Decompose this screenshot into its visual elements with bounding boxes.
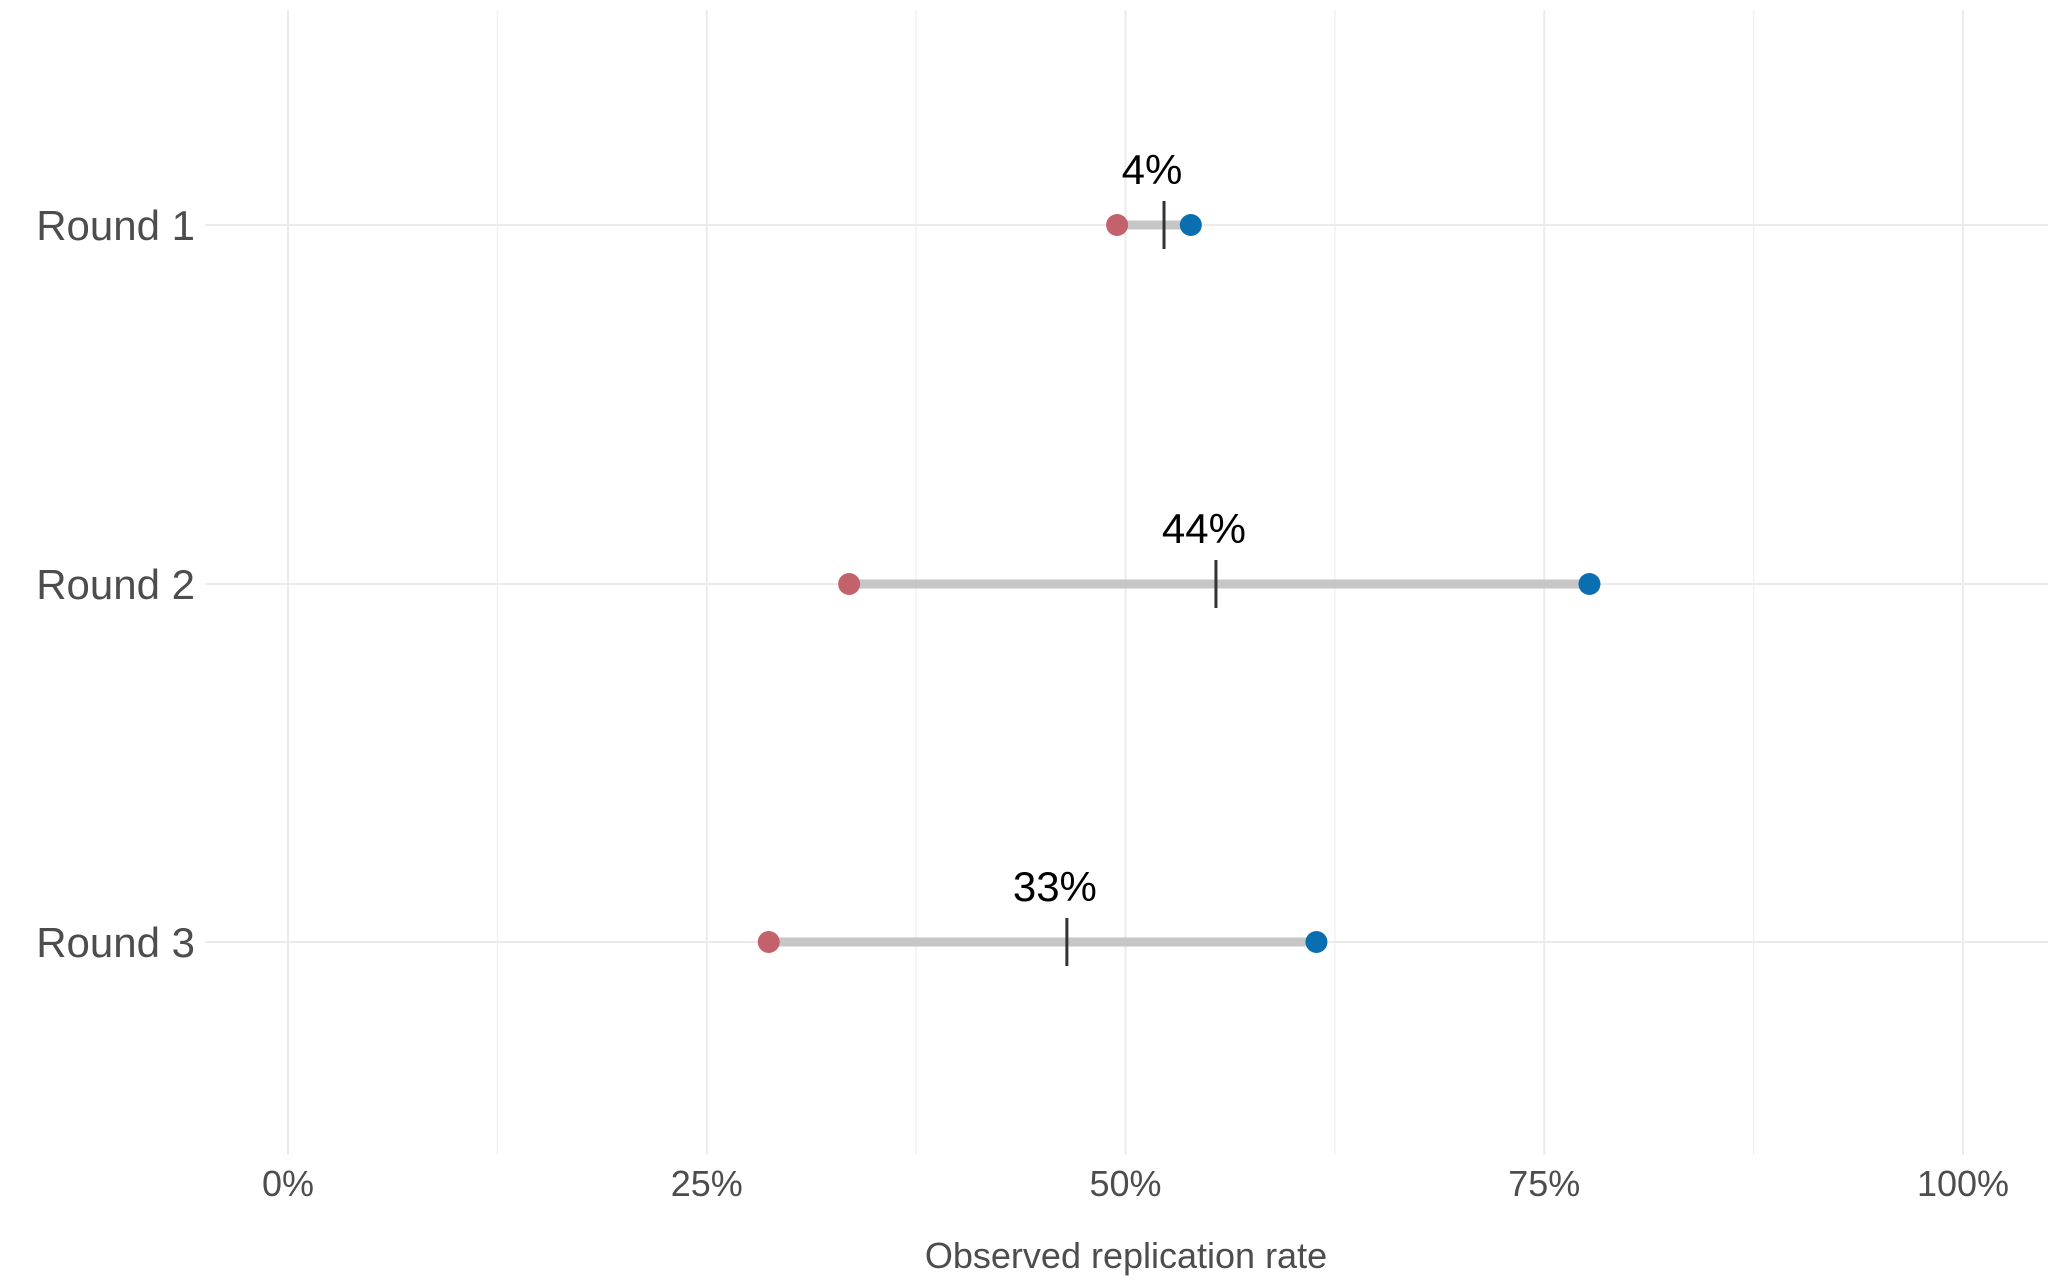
category-label: Round 1 — [36, 202, 195, 249]
category-label: Round 2 — [36, 561, 195, 608]
y-axis-labels: Round 1 Round 2 Round 3 — [36, 202, 195, 966]
data-marks: 4% 44% 33% — [757, 146, 1601, 966]
x-tick-label: 75% — [1508, 1163, 1580, 1204]
difference-label: 33% — [1013, 863, 1097, 910]
difference-label: 4% — [1122, 146, 1183, 193]
x-tick-label: 100% — [1917, 1163, 2009, 1204]
difference-label: 44% — [1162, 505, 1246, 552]
category-label: Round 3 — [36, 919, 195, 966]
high-point — [1305, 931, 1328, 953]
high-point — [1578, 573, 1601, 595]
x-axis-title: Observed replication rate — [925, 1235, 1327, 1276]
low-point — [757, 931, 780, 953]
low-point — [1106, 214, 1129, 236]
x-tick-label: 50% — [1089, 1163, 1161, 1204]
x-tick-label: 0% — [262, 1163, 314, 1204]
x-axis-ticks: 0% 25% 50% 75% 100% — [262, 1163, 2009, 1204]
high-point — [1179, 214, 1202, 236]
low-point — [838, 573, 861, 595]
x-tick-label: 25% — [671, 1163, 743, 1204]
